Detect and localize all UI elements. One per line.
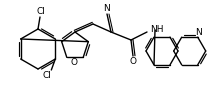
Text: Cl: Cl — [37, 6, 45, 15]
Text: O: O — [130, 57, 136, 66]
Text: Cl: Cl — [43, 72, 52, 80]
Text: O: O — [71, 58, 78, 67]
Text: N: N — [195, 28, 202, 37]
Text: N: N — [103, 4, 109, 13]
Text: NH: NH — [150, 25, 163, 34]
